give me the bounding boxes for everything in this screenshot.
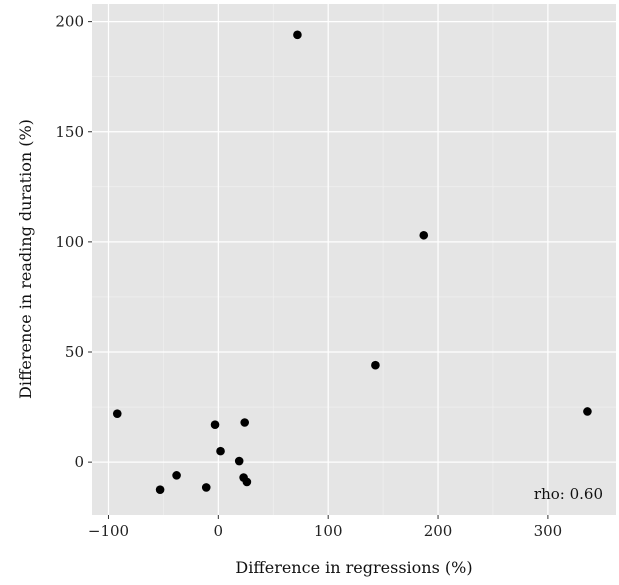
plot-panel (92, 4, 616, 515)
y-axis-title: Difference in reading duration (%) (16, 119, 35, 399)
x-tick-label: 0 (214, 522, 224, 540)
y-tick-label: 200 (55, 13, 84, 31)
data-point (293, 30, 302, 40)
grid-lines (92, 4, 616, 515)
x-axis-title: Difference in regressions (%) (235, 558, 472, 577)
y-axis-ticks: 0 50 100 150 200 (55, 13, 92, 471)
y-tick-label: 0 (74, 453, 84, 471)
data-point (112, 409, 122, 418)
data-point (240, 418, 249, 427)
data-point (234, 456, 244, 466)
y-tick-label: 150 (55, 123, 84, 141)
data-point (155, 485, 165, 494)
x-tick-label: −100 (88, 522, 129, 540)
x-tick-label: 300 (534, 522, 563, 540)
x-tick-label: 100 (314, 522, 343, 540)
x-tick-label: 200 (424, 522, 453, 540)
data-point (583, 407, 592, 416)
data-points (112, 30, 592, 494)
data-point (216, 446, 225, 456)
data-point (242, 477, 252, 487)
x-axis-ticks: −100 0 100 200 300 (88, 515, 562, 540)
y-tick-label: 100 (55, 233, 84, 251)
data-point (201, 483, 211, 492)
y-tick-label: 50 (65, 343, 84, 361)
data-point (419, 230, 429, 240)
rho-annotation: rho: 0.60 (534, 485, 603, 503)
data-point (210, 420, 220, 429)
data-point (371, 360, 380, 370)
data-point (172, 471, 181, 480)
